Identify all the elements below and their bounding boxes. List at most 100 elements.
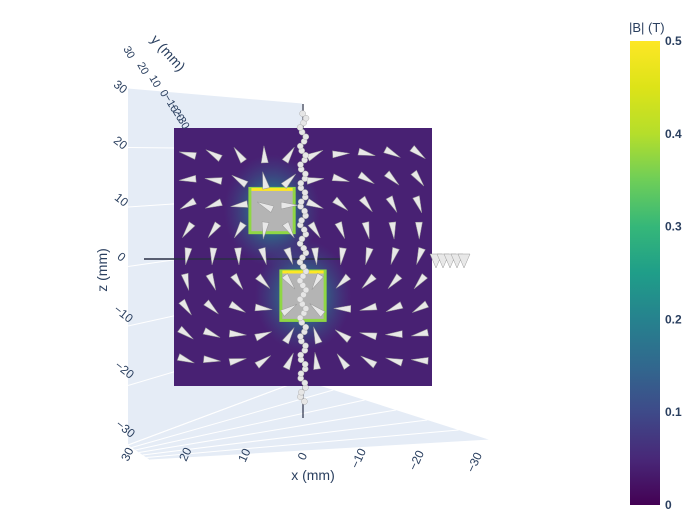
z-tick-label: 30 [111,77,130,96]
field-cone [282,352,294,371]
sensor-marker [296,124,304,131]
field-cone [204,177,223,185]
colorbar-tick-label: 0.3 [665,220,682,234]
sensor-marker [299,282,307,289]
x-tick-label: −20 [406,448,427,473]
field-cone [311,272,324,290]
field-cone [339,247,347,266]
field-cone [262,171,270,190]
sensor-marker [302,152,309,159]
field-cone [280,173,296,189]
sensor-marker [301,189,309,196]
field-cone [180,272,190,291]
field-cone [205,198,223,209]
field-cone [385,195,398,213]
field-cone [182,221,196,238]
field-cone [283,247,294,265]
field-cone [359,302,378,311]
floor-gridline [135,399,365,451]
field-cone [385,357,404,367]
field-cone [258,247,267,265]
field-cone [387,273,403,289]
field-cone [411,357,429,365]
colorbar-tick-label: 0.5 [665,34,682,48]
field-cone [383,170,400,186]
field-cone [412,300,430,313]
sensor-marker [300,244,307,252]
field-cone [334,221,346,239]
colorbar-title: |B| (T) [629,20,665,35]
sensor-marker [297,142,304,150]
sensor-marker [297,198,305,206]
field-cone [280,304,298,317]
sensor-marker [300,263,307,271]
field-cone [234,247,242,266]
sensor-marker [296,296,304,303]
field-cone [333,305,352,313]
field-cone [234,221,247,239]
field-cone [357,171,375,185]
field-cone [205,149,223,162]
field-cones [176,145,471,371]
field-cone [179,197,197,210]
sensor-marker [299,110,306,117]
sensor-marker [299,254,306,261]
field-cone [203,355,221,363]
field-cone [383,146,401,158]
field-cone [281,273,296,290]
field-cone [205,272,217,291]
sensor-marker [301,207,308,215]
y-tick-label: 10 [146,73,163,90]
sensor-marker [296,314,304,322]
field-cone [307,221,321,239]
field-cone [178,174,197,183]
sensor-marker [297,179,305,187]
colorbar-tick-label: 0.4 [665,127,682,141]
sensor-marker [297,161,304,168]
field-cone [228,300,246,313]
field-cone [415,221,423,240]
colorbar[interactable]: |B| (T) 0 0.1 0.2 0.3 0.4 0.5 [629,20,682,512]
field-cone [203,299,219,315]
colorbar-ticks: 0 0.1 0.2 0.3 0.4 0.5 [665,34,682,512]
field-cone [360,355,378,369]
x-tick-label: 10 [235,446,253,464]
field-cone [202,327,221,338]
sensor-marker [300,226,308,233]
y-axis-title: y (mm) [148,31,189,74]
field-cone [254,355,271,369]
field-cone [254,331,272,342]
sensor-marker [302,114,310,122]
floor-gridline [138,409,397,453]
field-cone [305,149,324,162]
field-cone [361,221,370,240]
y-tick-label: 30 [120,44,137,61]
sensor-marker [302,170,309,178]
x-tick-label: 30 [118,445,136,463]
sensor-marker [298,235,306,243]
field-cone [416,247,426,265]
field-cone [209,247,218,266]
sensor-marker [297,333,304,340]
z-axis-title: z (mm) [94,248,110,292]
x-tick-label: −10 [348,446,369,471]
field-cone [385,330,403,338]
field-cone [281,146,295,164]
field-cone [230,272,244,290]
z-tick-label: 0 [115,249,129,264]
field-cone [178,298,192,316]
floor-plane [128,380,490,460]
x-axis-title: x (mm) [291,467,335,483]
sensor-marker [299,272,307,280]
colorbar-tick-label: 0.1 [665,405,682,419]
field-cone [357,147,376,156]
field-cone [332,196,349,211]
field-cone [254,303,273,312]
field-cone [313,352,321,370]
field-cone [390,247,400,265]
sensor-marker [298,217,305,224]
field-cone [305,198,324,209]
sensor-marker [302,323,309,331]
